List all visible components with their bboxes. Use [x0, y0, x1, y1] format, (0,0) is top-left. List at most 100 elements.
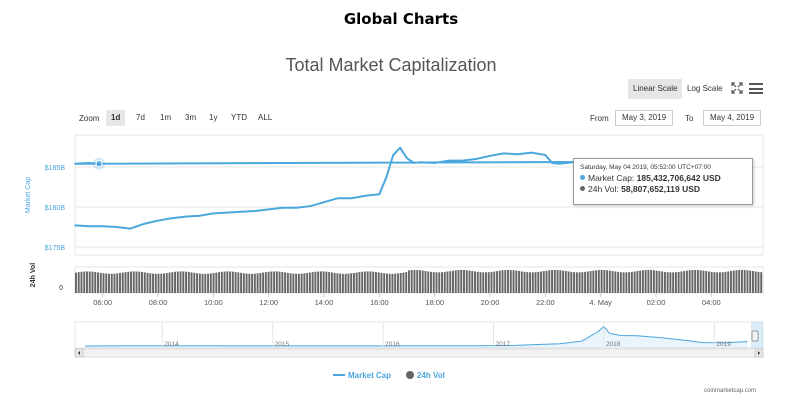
volume-bar	[732, 270, 735, 293]
volume-bar	[220, 271, 223, 293]
navigator-tick-label: 2018	[606, 341, 621, 348]
volume-bar	[344, 273, 347, 293]
volume-bar	[504, 270, 507, 293]
zoom-button-1y[interactable]: 1y	[209, 113, 218, 122]
volume-bar	[146, 272, 149, 293]
volume-bar	[160, 273, 163, 293]
volume-bar	[600, 269, 603, 293]
legend-market-cap[interactable]: Market Cap	[333, 371, 391, 380]
x-tick-label: 18:00	[425, 298, 444, 307]
volume-bar	[658, 271, 661, 293]
zoom-button-all[interactable]: ALL	[258, 113, 273, 122]
volume-bar	[242, 273, 245, 293]
market-cap-point	[157, 219, 159, 222]
log-scale-button[interactable]: Log Scale	[687, 84, 723, 93]
volume-bar	[196, 273, 199, 293]
volume-bar	[630, 271, 633, 293]
zoom-button-3m[interactable]: 3m	[185, 113, 197, 122]
x-tick-label: 12:00	[259, 298, 278, 307]
volume-bar	[468, 270, 471, 293]
volume-bar	[738, 270, 741, 293]
credit-link[interactable]: coinmarketcap.com	[704, 388, 757, 394]
volume-bar	[77, 272, 80, 293]
market-cap-point	[399, 147, 401, 149]
volume-bar	[452, 270, 454, 293]
x-tick-label: 22:00	[536, 298, 555, 307]
volume-bar	[446, 271, 449, 293]
volume-bar	[138, 271, 141, 293]
volume-bar	[556, 270, 559, 293]
volume-bar	[204, 273, 207, 293]
to-date-input[interactable]: May 4, 2019	[703, 110, 761, 126]
volume-bar	[479, 272, 482, 293]
volume-bar	[110, 273, 113, 293]
zoom-button-1m[interactable]: 1m	[160, 113, 172, 122]
volume-bar	[702, 270, 705, 293]
volume-bar	[350, 273, 353, 293]
market-cap-dot-icon	[580, 175, 585, 180]
volume-bar	[182, 271, 185, 293]
volume-bar	[650, 270, 653, 293]
market-cap-point	[350, 197, 353, 199]
zoom-button-7d[interactable]: 7d	[136, 113, 145, 122]
volume-bar	[564, 271, 567, 293]
volume-bar	[512, 270, 515, 293]
volume-bar	[501, 270, 504, 293]
volume-bar	[691, 270, 694, 293]
volume-bar	[542, 271, 545, 293]
market-cap-point	[254, 210, 256, 212]
menu-icon[interactable]	[749, 83, 763, 94]
line-legend-icon	[333, 374, 345, 376]
volume-bar	[460, 269, 463, 293]
volume-bar	[509, 270, 512, 293]
x-tick-label: 14:00	[315, 298, 334, 307]
volume-bar	[83, 271, 86, 293]
volume-bar	[383, 273, 386, 293]
volume-bar	[143, 272, 146, 293]
volume-bar	[336, 273, 339, 293]
volume-bar	[625, 272, 628, 293]
volume-bar	[396, 273, 399, 293]
volume-bar	[487, 272, 490, 293]
volume-bar	[647, 269, 650, 293]
volume-bar	[127, 271, 130, 293]
volume-bar	[474, 271, 476, 293]
volume-bar	[322, 271, 325, 293]
fullscreen-icon[interactable]	[731, 82, 743, 94]
volume-bar	[303, 273, 306, 293]
volume-bar	[603, 270, 606, 293]
market-cap-point	[447, 159, 450, 162]
volume-bar	[454, 270, 457, 293]
chart-title: Total Market Capitalization	[285, 55, 497, 75]
volume-bar	[289, 273, 292, 293]
from-date-input[interactable]: May 3, 2019	[615, 110, 673, 126]
volume-bar	[413, 269, 416, 293]
volume-bar	[578, 272, 581, 293]
scroll-right-icon	[758, 351, 760, 355]
volume-bar	[652, 270, 655, 293]
volume-bar	[355, 272, 358, 293]
zoom-button-1d[interactable]: 1d	[106, 110, 126, 126]
volume-bar	[176, 271, 179, 293]
volume-bar	[190, 272, 193, 293]
volume-bar	[218, 272, 221, 293]
volume-bar	[551, 270, 554, 293]
volume-bar	[553, 269, 556, 293]
legend-volume[interactable]: 24h Vol	[406, 371, 445, 380]
volume-bar	[636, 271, 639, 293]
volume-bar	[259, 273, 262, 293]
volume-bar	[240, 272, 243, 293]
zoom-button-ytd[interactable]: YTD	[231, 113, 247, 122]
volume-bar	[743, 270, 746, 293]
market-cap-point	[385, 176, 388, 179]
volume-bar	[388, 273, 391, 293]
volume-bar	[399, 272, 402, 293]
volume-bar	[463, 270, 465, 293]
volume-bar	[589, 271, 592, 293]
tooltip-market-cap-label: Market Cap:	[588, 173, 635, 183]
linear-scale-button[interactable]: Linear Scale	[628, 79, 683, 99]
market-cap-point	[198, 215, 201, 217]
volume-bar	[366, 271, 369, 293]
volume-bar	[716, 272, 719, 293]
volume-bar	[317, 271, 320, 293]
